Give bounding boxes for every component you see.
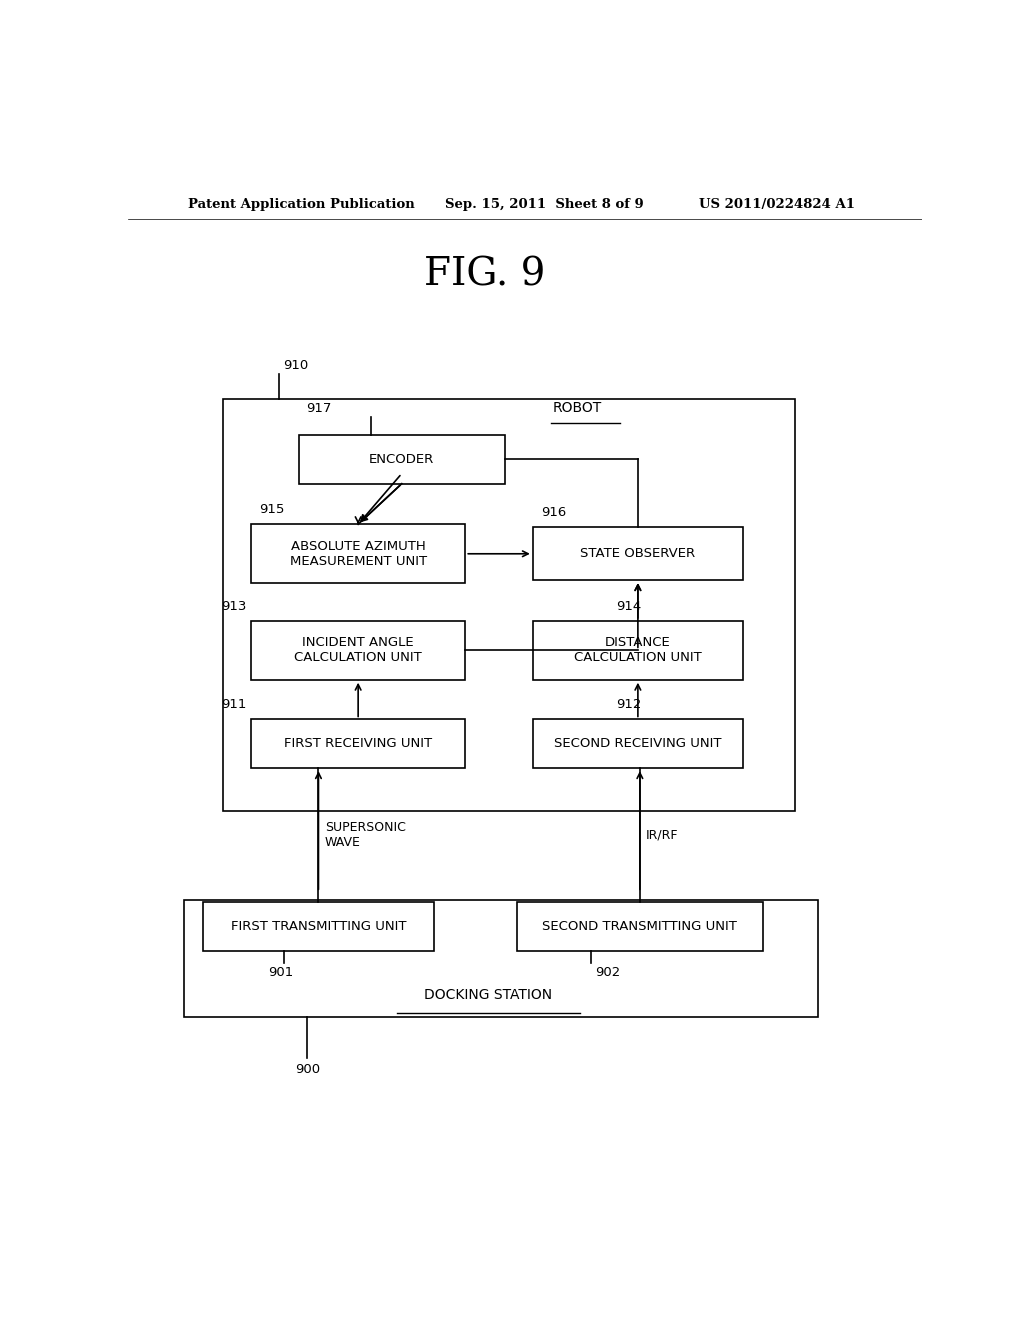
Text: 912: 912 <box>616 698 641 711</box>
Text: Sep. 15, 2011  Sheet 8 of 9: Sep. 15, 2011 Sheet 8 of 9 <box>445 198 644 211</box>
Bar <box>517 903 763 952</box>
Text: STATE OBSERVER: STATE OBSERVER <box>581 548 695 560</box>
Text: 911: 911 <box>221 698 246 711</box>
Text: ABSOLUTE AZIMUTH
MEASUREMENT UNIT: ABSOLUTE AZIMUTH MEASUREMENT UNIT <box>290 540 427 568</box>
Text: 900: 900 <box>295 1063 319 1076</box>
Bar <box>532 620 743 680</box>
Bar <box>204 903 433 952</box>
Bar <box>532 528 743 581</box>
Bar <box>251 620 465 680</box>
Bar <box>299 434 505 483</box>
Text: SECOND TRANSMITTING UNIT: SECOND TRANSMITTING UNIT <box>543 920 737 933</box>
Bar <box>223 399 795 810</box>
Text: FIG. 9: FIG. 9 <box>424 257 546 294</box>
Text: 902: 902 <box>595 966 620 979</box>
Text: 913: 913 <box>221 599 246 612</box>
Text: INCIDENT ANGLE
CALCULATION UNIT: INCIDENT ANGLE CALCULATION UNIT <box>294 636 422 664</box>
Text: FIRST RECEIVING UNIT: FIRST RECEIVING UNIT <box>284 738 432 750</box>
Bar <box>532 719 743 768</box>
Text: FIRST TRANSMITTING UNIT: FIRST TRANSMITTING UNIT <box>230 920 407 933</box>
Text: US 2011/0224824 A1: US 2011/0224824 A1 <box>699 198 855 211</box>
Text: 917: 917 <box>306 401 332 414</box>
Text: SUPERSONIC
WAVE: SUPERSONIC WAVE <box>325 821 406 849</box>
Text: 901: 901 <box>268 966 293 979</box>
Text: 916: 916 <box>541 507 566 519</box>
Text: 910: 910 <box>283 359 308 372</box>
Text: SECOND RECEIVING UNIT: SECOND RECEIVING UNIT <box>554 738 722 750</box>
Text: 914: 914 <box>616 599 641 612</box>
Text: 915: 915 <box>259 503 285 516</box>
Bar <box>183 900 818 1018</box>
Bar <box>251 524 465 583</box>
Text: ROBOT: ROBOT <box>553 400 602 414</box>
Text: DISTANCE
CALCULATION UNIT: DISTANCE CALCULATION UNIT <box>574 636 701 664</box>
Text: DOCKING STATION: DOCKING STATION <box>424 987 552 1002</box>
Text: Patent Application Publication: Patent Application Publication <box>187 198 415 211</box>
Bar <box>251 719 465 768</box>
Text: IR/RF: IR/RF <box>646 829 679 842</box>
Text: ENCODER: ENCODER <box>370 453 434 466</box>
